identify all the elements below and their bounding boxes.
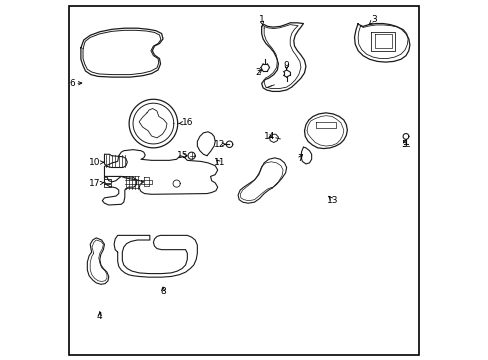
Text: 17: 17 — [89, 179, 103, 188]
Text: 14: 14 — [264, 132, 275, 141]
Text: 13: 13 — [326, 196, 338, 205]
Text: 1: 1 — [258, 15, 264, 25]
Text: 3: 3 — [368, 15, 376, 24]
Text: 4: 4 — [97, 312, 102, 321]
Text: 11: 11 — [213, 158, 225, 167]
Text: 10: 10 — [89, 158, 103, 167]
Text: 12: 12 — [213, 140, 225, 149]
Text: 8: 8 — [160, 287, 165, 296]
Text: 7: 7 — [296, 154, 302, 163]
Text: 6: 6 — [69, 79, 81, 88]
Text: 9: 9 — [283, 61, 289, 70]
Text: 15: 15 — [177, 151, 188, 160]
Text: 16: 16 — [179, 118, 193, 127]
Text: 5: 5 — [401, 140, 407, 149]
Text: 2: 2 — [255, 68, 261, 77]
